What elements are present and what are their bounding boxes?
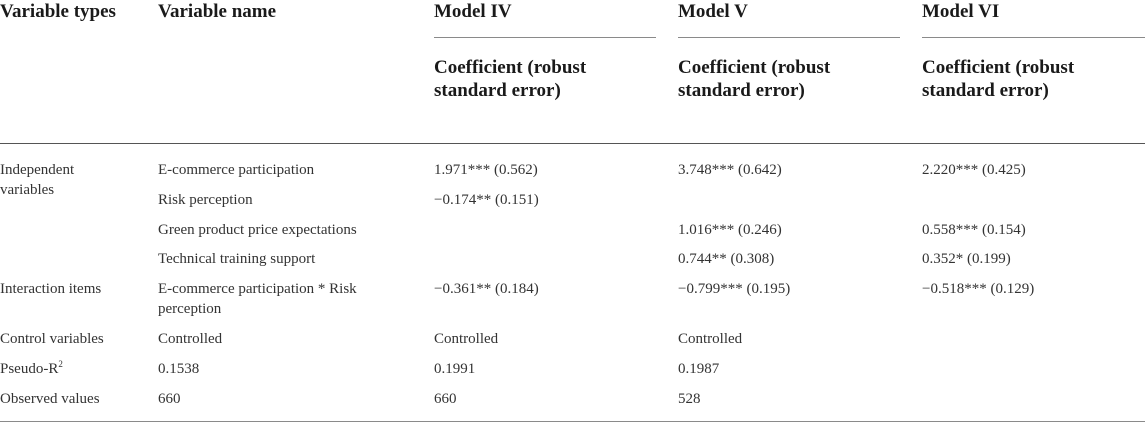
- cell-model-iv: Controlled: [434, 331, 499, 347]
- subheader-model-v: Coefficient (robust standard error): [678, 57, 831, 101]
- subheader-model-iv: Coefficient (robust standard error): [434, 57, 587, 101]
- cell-model-vi: 0.558*** (0.154): [922, 222, 1026, 238]
- cell-model-v: 528: [678, 391, 701, 407]
- header-variable-name: Variable name: [158, 1, 277, 22]
- cell-model-iv: −0.174** (0.151): [434, 192, 539, 208]
- cell-model-vi: 0.352* (0.199): [922, 251, 1011, 267]
- row-name: Technical training support: [158, 251, 316, 267]
- row-name: Green product price expectations: [158, 222, 357, 238]
- cell-model-v: 3.748*** (0.642): [678, 162, 782, 178]
- cell-model-v: 0.1987: [678, 361, 720, 377]
- row-name: 0.1538: [158, 361, 200, 377]
- cell-model-iv: 0.1991: [434, 361, 476, 377]
- row-name: Controlled: [158, 331, 223, 347]
- cell-model-v: Controlled: [678, 331, 743, 347]
- row-name: 660: [158, 391, 181, 407]
- row-type-pseudo-r2: Pseudo-R2: [0, 359, 63, 379]
- header-model-v: Model V: [678, 1, 748, 22]
- cell-model-v: 0.744** (0.308): [678, 251, 775, 267]
- row-name: E-commerce participation * Risk percepti…: [158, 281, 357, 317]
- cell-model-vi: −0.518*** (0.129): [922, 281, 1035, 297]
- cell-model-iv: 1.971*** (0.562): [434, 162, 538, 178]
- cell-model-iv: −0.361** (0.184): [434, 281, 539, 297]
- row-type-independent: Independent variables: [0, 162, 75, 198]
- subheader-model-vi: Coefficient (robust standard error): [922, 57, 1075, 101]
- cell-model-vi: 2.220*** (0.425): [922, 162, 1026, 178]
- cell-model-v: 1.016*** (0.246): [678, 222, 782, 238]
- row-type-observed: Observed values: [0, 391, 100, 407]
- pseudo-r-superscript: 2: [58, 359, 63, 369]
- row-name: Risk perception: [158, 192, 253, 208]
- cell-model-iv: 660: [434, 391, 457, 407]
- row-type-interaction: Interaction items: [0, 281, 102, 297]
- pseudo-r-label: Pseudo-R: [0, 361, 59, 377]
- row-name: E-commerce participation: [158, 162, 315, 178]
- header-bottom-rule: [0, 143, 1145, 144]
- model-vi-underline: [922, 37, 1145, 38]
- cell-model-v: −0.799*** (0.195): [678, 281, 791, 297]
- header-variable-types: Variable types: [0, 1, 116, 22]
- model-iv-underline: [434, 37, 656, 38]
- model-v-underline: [678, 37, 900, 38]
- header-model-vi: Model VI: [922, 1, 1000, 22]
- table-bottom-rule: [0, 421, 1145, 422]
- row-type-control: Control variables: [0, 331, 104, 347]
- header-model-iv: Model IV: [434, 1, 512, 22]
